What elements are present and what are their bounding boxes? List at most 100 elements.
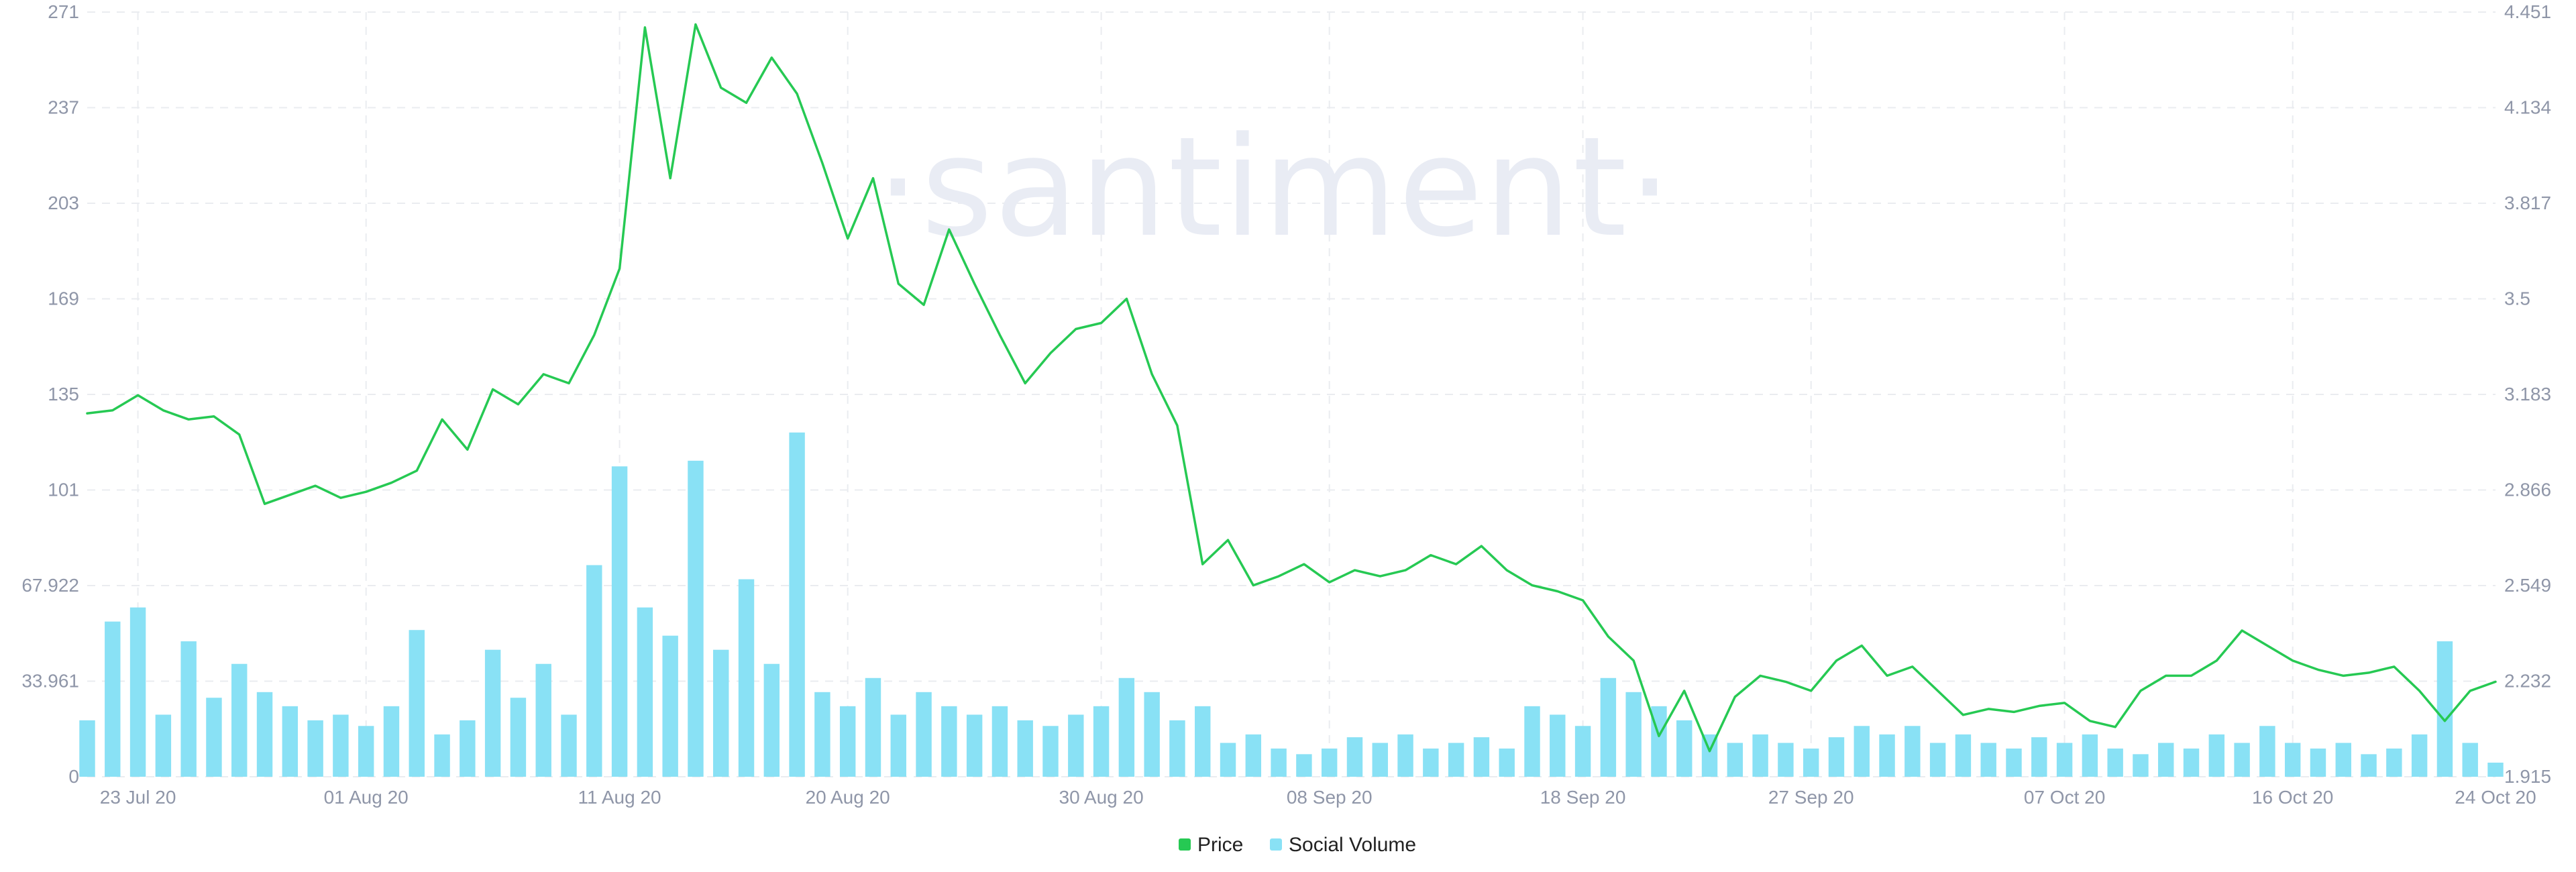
social-volume-bar [2133, 754, 2149, 777]
social-volume-bar [2056, 743, 2073, 777]
social-volume-bar [1093, 706, 1110, 777]
social-volume-bar [1600, 677, 1617, 777]
y-left-tick-label: 135 [48, 384, 79, 404]
social-volume-bar [2107, 748, 2123, 777]
social-volume-bar [1803, 748, 1819, 777]
x-axis: 23 Jul 20 01 Aug 20 11 Aug 20 20 Aug 20 30 A… [100, 787, 2536, 808]
social-volume-bar [2183, 748, 2200, 777]
y-left-tick-label: 101 [48, 480, 79, 500]
social-volume-bar [358, 726, 374, 777]
social-volume-bar [1778, 743, 1794, 777]
social-volume-bar [105, 621, 121, 777]
social-volume-bar [1346, 737, 1363, 777]
watermark-logo: ·santiment· [876, 108, 1673, 268]
social-volume-bar [460, 720, 476, 777]
y-right-tick-label: 1.915 [2504, 766, 2551, 787]
y-left-tick-label: 203 [48, 193, 79, 213]
social-volume-bar [1955, 734, 1972, 777]
legend-price-swatch [1179, 838, 1191, 851]
social-volume-bar [535, 663, 551, 777]
social-volume-bar [1929, 743, 1946, 777]
social-volume-bar [333, 714, 349, 777]
social-volume-bar [1195, 706, 1211, 777]
y-right-tick-label: 4.134 [2504, 97, 2551, 118]
social-volume-bar [256, 692, 273, 777]
social-volume-bar [966, 714, 983, 777]
social-volume-bar [2386, 748, 2402, 777]
social-volume-bar [307, 720, 323, 777]
y-axis-left: 0 33.961 67.922 101 135 169 203 237 271 [21, 1, 79, 787]
social-volume-bar [561, 714, 577, 777]
social-volume-bar [2158, 743, 2174, 777]
x-tick-label: 16 Oct 20 [2252, 787, 2333, 808]
social-volume-bar [2411, 734, 2428, 777]
legend-social-volume-label: Social Volume [1289, 834, 1416, 856]
social-volume-bar [1423, 748, 1439, 777]
legend-price-label: Price [1197, 834, 1243, 856]
legend: Price Social Volume [1179, 834, 1416, 856]
social-volume-bar [713, 649, 729, 777]
social-volume-bar [789, 432, 805, 777]
legend-item-social-volume[interactable]: Social Volume [1270, 834, 1416, 856]
social-volume-bar [1625, 692, 1642, 777]
legend-social-volume-swatch [1270, 838, 1282, 851]
social-volume-bar [586, 565, 602, 777]
y-left-tick-label: 169 [48, 288, 79, 309]
social-volume-bar [738, 579, 755, 777]
social-volume-bars [79, 432, 2504, 777]
y-right-tick-label: 4.451 [2504, 1, 2551, 22]
social-volume-bar [2082, 734, 2098, 777]
social-volume-bar [206, 698, 222, 777]
x-tick-label: 07 Oct 20 [2024, 787, 2105, 808]
social-volume-bar [941, 706, 957, 777]
social-volume-bar [1828, 737, 1845, 777]
social-volume-bar [79, 720, 95, 777]
x-tick-label: 24 Oct 20 [2455, 787, 2536, 808]
x-tick-label: 20 Aug 20 [806, 787, 890, 808]
y-right-tick-label: 3.817 [2504, 193, 2551, 213]
social-volume-bar [991, 706, 1008, 777]
social-volume-bar [2462, 743, 2478, 777]
social-volume-bar [637, 607, 653, 777]
x-tick-label: 08 Sep 20 [1287, 787, 1373, 808]
y-right-tick-label: 2.232 [2504, 671, 2551, 692]
social-volume-bar [282, 706, 299, 777]
y-right-tick-label: 3.183 [2504, 384, 2551, 404]
y-left-tick-label: 0 [68, 766, 79, 787]
social-volume-bar [1271, 748, 1287, 777]
social-volume-bar [1524, 706, 1540, 777]
social-volume-bar [510, 698, 527, 777]
social-volume-bar [2335, 743, 2351, 777]
social-volume-bar [1144, 692, 1160, 777]
social-volume-bar [1550, 714, 1566, 777]
social-volume-bar [1321, 748, 1338, 777]
social-volume-bar [1068, 714, 1084, 777]
social-volume-bar [688, 460, 704, 777]
social-volume-bar [1904, 726, 1921, 777]
legend-item-price[interactable]: Price [1179, 834, 1243, 856]
social-volume-bar [1118, 677, 1135, 777]
social-volume-bar [129, 607, 146, 777]
social-volume-bar [814, 692, 830, 777]
social-volume-bar [1042, 726, 1059, 777]
x-tick-label: 27 Sep 20 [1768, 787, 1854, 808]
social-volume-bar [1169, 720, 1185, 777]
social-volume-bar [1245, 734, 1262, 777]
social-volume-bar [1499, 748, 1515, 777]
social-volume-bar [231, 663, 248, 777]
y-axis-right: 1.915 2.232 2.549 2.866 3.183 3.5 3.817 4.134 4.… [2504, 1, 2551, 787]
social-volume-bar [1397, 734, 1413, 777]
social-volume-bar [1879, 734, 1895, 777]
social-volume-bar [434, 734, 450, 777]
social-volume-bar [1473, 737, 1490, 777]
social-volume-bar [1574, 726, 1591, 777]
y-right-tick-label: 2.866 [2504, 480, 2551, 500]
social-volume-bar [2436, 641, 2453, 777]
y-left-tick-label: 67.922 [21, 575, 79, 596]
price-line [86, 23, 2497, 753]
social-volume-bar [2006, 748, 2022, 777]
social-volume-bar [2031, 737, 2047, 777]
y-left-tick-label: 33.961 [21, 671, 79, 692]
social-volume-bar [2310, 748, 2326, 777]
